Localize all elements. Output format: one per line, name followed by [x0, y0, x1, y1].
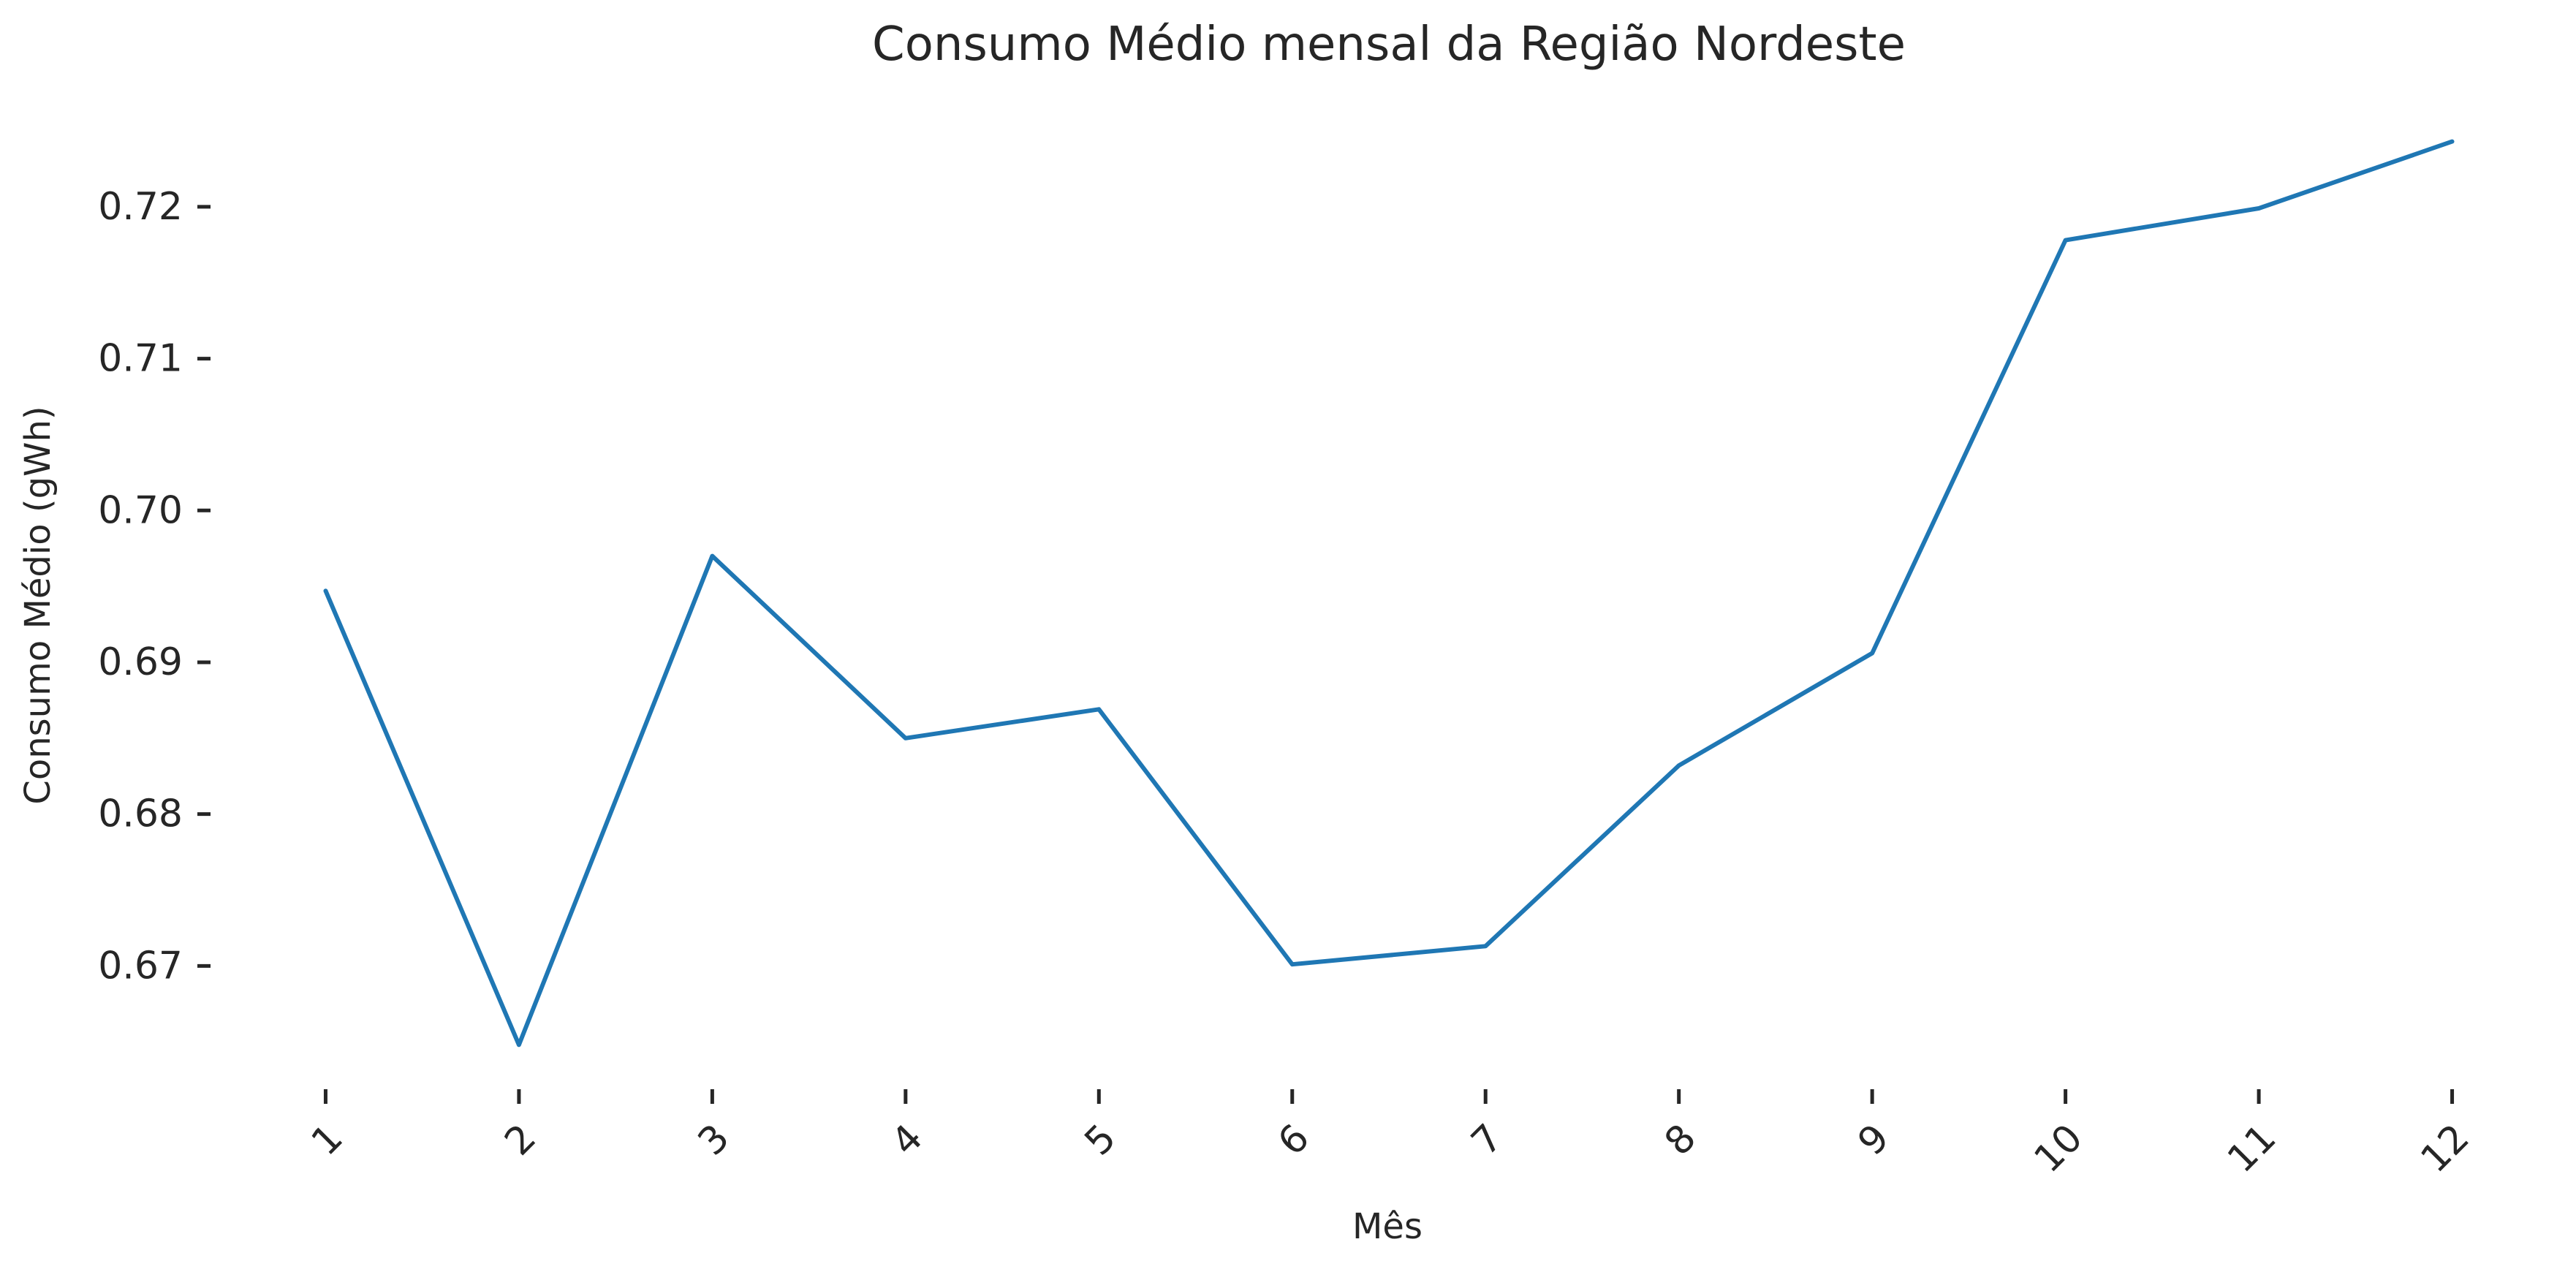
x-axis-label: Mês: [1352, 1206, 1423, 1247]
chart-title: Consumo Médio mensal da Região Nordeste: [872, 18, 1906, 72]
y-tick-label: 0.69: [98, 640, 183, 684]
x-axis-ticks: 1 2 3 4 5 6 7 8 9 10 11 12: [303, 1089, 2478, 1181]
x-tick-label: 1: [303, 1116, 352, 1165]
x-tick-label: 5: [1077, 1116, 1125, 1165]
x-tick-label: 2: [496, 1116, 545, 1165]
x-tick-label: 10: [2026, 1116, 2091, 1181]
x-tick-label: 3: [690, 1116, 738, 1165]
series-line-0: [323, 139, 2455, 1048]
x-tick-label: 9: [1850, 1116, 1898, 1165]
x-tick-label: 7: [1463, 1116, 1512, 1165]
y-tick-label: 0.72: [98, 185, 183, 229]
y-axis-ticks: 0.67 0.68 0.69 0.70 0.71 0.72: [98, 185, 211, 988]
y-axis-label: Consumo Médio (gWh): [18, 406, 58, 804]
series-layer: [323, 139, 2455, 1048]
x-tick-label: 4: [883, 1116, 931, 1165]
x-tick-label: 11: [2219, 1116, 2284, 1181]
x-tick-label: 8: [1656, 1116, 1705, 1165]
y-tick-label: 0.68: [98, 792, 183, 836]
x-tick-label: 12: [2413, 1116, 2478, 1181]
x-tick-label: 6: [1270, 1116, 1318, 1165]
y-tick-label: 0.70: [98, 488, 183, 532]
y-tick-label: 0.71: [98, 337, 183, 381]
y-tick-label: 0.67: [98, 944, 183, 988]
